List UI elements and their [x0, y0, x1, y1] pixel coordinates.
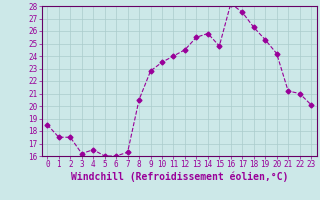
- X-axis label: Windchill (Refroidissement éolien,°C): Windchill (Refroidissement éolien,°C): [70, 172, 288, 182]
